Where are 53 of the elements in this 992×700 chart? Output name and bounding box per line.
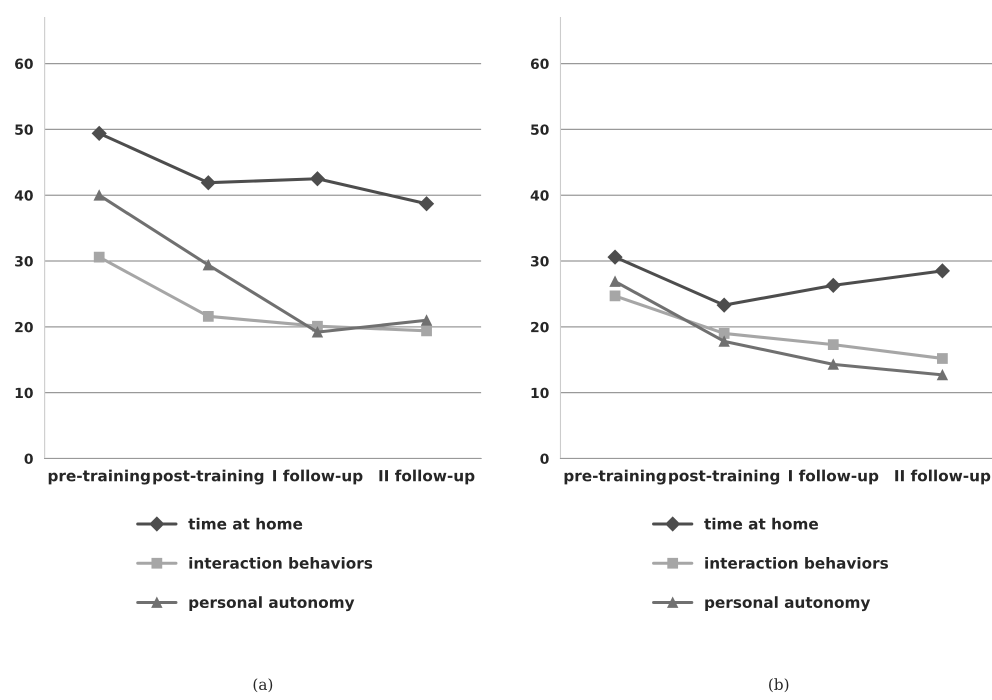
y-tick-label: 0 xyxy=(24,453,33,464)
y-tick-label: 20 xyxy=(15,322,33,332)
x-tick-label: I follow-up xyxy=(273,470,362,484)
x-tick-label: II follow-up xyxy=(379,470,474,484)
y-tick-label: 40 xyxy=(14,190,33,201)
x-tick-label: pre-training xyxy=(48,470,150,485)
point xyxy=(310,171,325,186)
y-tick-label: 60 xyxy=(530,58,549,70)
x-tick-label: post-training xyxy=(153,470,264,485)
y-tick-label: 10 xyxy=(532,388,549,398)
point xyxy=(610,276,620,287)
point xyxy=(92,126,107,141)
y-tick-label: 60 xyxy=(15,58,33,70)
y-tick-label: 50 xyxy=(15,124,33,135)
point xyxy=(935,264,950,278)
point xyxy=(94,190,105,201)
text: (a) xyxy=(254,678,272,692)
y-tick-label: 30 xyxy=(530,256,549,267)
y-tick-label: 50 xyxy=(531,124,549,135)
x-tick-label: post-training xyxy=(669,470,780,485)
x-tick-label: II follow-up xyxy=(895,470,990,484)
point xyxy=(826,278,841,293)
x-tick-label: pre-training xyxy=(564,470,666,485)
point xyxy=(202,310,214,322)
point xyxy=(421,325,432,336)
point xyxy=(937,370,948,380)
point xyxy=(608,250,622,264)
point xyxy=(610,290,620,302)
point xyxy=(718,328,730,339)
y-tick-label: 0 xyxy=(540,453,549,464)
point xyxy=(94,252,105,262)
legend-label: interaction behaviors xyxy=(705,556,888,569)
y-tick-label: 30 xyxy=(15,256,33,267)
y-tick-label: 40 xyxy=(530,190,549,201)
point xyxy=(419,196,434,212)
point xyxy=(716,298,732,313)
point xyxy=(421,314,432,326)
point xyxy=(202,260,214,270)
point xyxy=(828,358,839,370)
point xyxy=(828,339,839,350)
legend-label: interaction behaviors xyxy=(189,556,372,569)
legend-label: time at home xyxy=(704,518,818,530)
legend-label: personal autonomy xyxy=(189,596,354,612)
y-tick-label: 10 xyxy=(16,388,33,398)
point xyxy=(937,353,948,364)
point xyxy=(718,336,730,347)
text: (b) xyxy=(769,678,788,692)
legend-label: personal autonomy xyxy=(705,596,870,612)
x-tick-label: I follow-up xyxy=(788,470,878,484)
legend-label: time at home xyxy=(188,518,302,530)
point xyxy=(312,326,323,338)
y-tick-label: 20 xyxy=(531,322,549,332)
point xyxy=(200,175,216,190)
